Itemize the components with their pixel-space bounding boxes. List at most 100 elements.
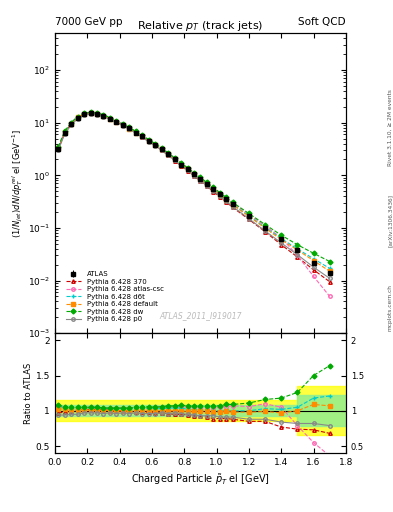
Pythia 6.428 d6t [101, 112, 106, 118]
Pythia 6.428 d6t [159, 145, 164, 152]
Pythia 6.428 p0 [114, 119, 119, 125]
Pythia 6.428 atlas-csc [179, 160, 184, 166]
Pythia 6.428 370 [279, 242, 284, 248]
Pythia 6.428 p0 [311, 264, 316, 270]
Pythia 6.428 dw [121, 121, 125, 127]
Pythia 6.428 d6t [146, 137, 151, 143]
Pythia 6.428 default [159, 146, 164, 153]
Pythia 6.428 370 [172, 158, 177, 164]
Pythia 6.428 p0 [224, 198, 229, 204]
Pythia 6.428 p0 [230, 203, 235, 209]
Pythia 6.428 default [140, 133, 145, 139]
Pythia 6.428 default [95, 111, 99, 117]
Pythia 6.428 p0 [211, 187, 216, 194]
Pythia 6.428 dw [95, 110, 99, 116]
Pythia 6.428 p0 [88, 111, 93, 117]
Pythia 6.428 atlas-csc [172, 155, 177, 161]
Pythia 6.428 d6t [185, 166, 190, 172]
Pythia 6.428 p0 [172, 157, 177, 163]
Pythia 6.428 default [146, 138, 151, 144]
Pythia 6.428 atlas-csc [114, 118, 119, 124]
Pythia 6.428 370 [82, 111, 86, 117]
Pythia 6.428 dw [134, 129, 138, 135]
Pythia 6.428 default [211, 186, 216, 193]
Pythia 6.428 dw [246, 210, 251, 217]
Pythia 6.428 dw [179, 160, 184, 166]
Pythia 6.428 p0 [217, 193, 222, 199]
Pythia 6.428 default [88, 110, 93, 116]
Pythia 6.428 atlas-csc [82, 110, 86, 116]
Pythia 6.428 atlas-csc [95, 110, 99, 116]
Pythia 6.428 dw [69, 120, 73, 126]
Pythia 6.428 dw [114, 118, 119, 124]
Pythia 6.428 370 [263, 228, 267, 234]
Pythia 6.428 default [82, 111, 86, 117]
Pythia 6.428 370 [114, 118, 119, 124]
Pythia 6.428 atlas-csc [69, 120, 73, 126]
Pythia 6.428 370 [295, 254, 300, 260]
Pythia 6.428 370 [153, 142, 158, 148]
Pythia 6.428 dw [217, 189, 222, 196]
Pythia 6.428 370 [140, 134, 145, 140]
Text: [arXiv:1306.3436]: [arXiv:1306.3436] [388, 194, 393, 247]
Pythia 6.428 370 [224, 199, 229, 205]
Pythia 6.428 p0 [134, 130, 138, 136]
Pythia 6.428 p0 [121, 123, 125, 129]
Pythia 6.428 dw [311, 250, 316, 257]
Pythia 6.428 dw [185, 165, 190, 171]
Pythia 6.428 dw [230, 199, 235, 205]
Pythia 6.428 d6t [217, 191, 222, 197]
Pythia 6.428 370 [75, 114, 80, 120]
Pythia 6.428 atlas-csc [327, 293, 332, 300]
Pythia 6.428 p0 [69, 122, 73, 128]
Pythia 6.428 p0 [159, 147, 164, 153]
Pythia 6.428 370 [134, 130, 138, 136]
Pythia 6.428 dw [108, 115, 112, 121]
Pythia 6.428 p0 [204, 183, 209, 189]
Pythia 6.428 370 [69, 121, 73, 127]
Pythia 6.428 p0 [56, 147, 61, 153]
Pythia 6.428 default [224, 197, 229, 203]
Pythia 6.428 default [108, 115, 112, 121]
Pythia 6.428 default [153, 142, 158, 148]
Pythia 6.428 dw [153, 140, 158, 146]
Pythia 6.428 dw [82, 110, 86, 116]
Pythia 6.428 370 [185, 168, 190, 174]
Pythia 6.428 p0 [75, 116, 80, 122]
Line: Pythia 6.428 atlas-csc: Pythia 6.428 atlas-csc [57, 111, 331, 298]
Pythia 6.428 370 [108, 115, 112, 121]
Pythia 6.428 atlas-csc [311, 273, 316, 280]
Pythia 6.428 atlas-csc [230, 200, 235, 206]
Pythia 6.428 dw [279, 232, 284, 238]
Pythia 6.428 dw [172, 155, 177, 161]
Pythia 6.428 dw [159, 145, 164, 151]
Pythia 6.428 p0 [246, 216, 251, 222]
Pythia 6.428 370 [217, 194, 222, 200]
Line: Pythia 6.428 default: Pythia 6.428 default [57, 112, 331, 273]
Pythia 6.428 p0 [192, 173, 196, 179]
Pythia 6.428 atlas-csc [295, 252, 300, 259]
Pythia 6.428 d6t [82, 110, 86, 116]
Pythia 6.428 default [246, 214, 251, 220]
Title: Relative $p_{T}$ (track jets): Relative $p_{T}$ (track jets) [137, 19, 264, 33]
Line: Pythia 6.428 p0: Pythia 6.428 p0 [57, 113, 331, 280]
Pythia 6.428 d6t [192, 170, 196, 177]
Pythia 6.428 d6t [295, 246, 300, 252]
Pythia 6.428 p0 [185, 167, 190, 174]
Pythia 6.428 p0 [153, 143, 158, 149]
Pythia 6.428 dw [211, 184, 216, 190]
Pythia 6.428 atlas-csc [159, 145, 164, 151]
Pythia 6.428 370 [146, 138, 151, 144]
Pythia 6.428 dw [56, 144, 61, 150]
Pythia 6.428 atlas-csc [101, 112, 106, 118]
Pythia 6.428 370 [101, 113, 106, 119]
Legend: ATLAS, Pythia 6.428 370, Pythia 6.428 atlas-csc, Pythia 6.428 d6t, Pythia 6.428 : ATLAS, Pythia 6.428 370, Pythia 6.428 at… [64, 269, 165, 324]
Pythia 6.428 p0 [62, 131, 67, 137]
Pythia 6.428 d6t [56, 144, 61, 151]
Text: ATLAS_2011_I919017: ATLAS_2011_I919017 [159, 311, 242, 319]
Pythia 6.428 atlas-csc [140, 133, 145, 139]
Pythia 6.428 atlas-csc [185, 165, 190, 171]
Text: 7000 GeV pp: 7000 GeV pp [55, 16, 123, 27]
Pythia 6.428 dw [101, 112, 106, 118]
Y-axis label: $(1/N_{jet})dN/dp^{rel}_{T}$ el [GeV$^{-1}$]: $(1/N_{jet})dN/dp^{rel}_{T}$ el [GeV$^{-… [11, 129, 25, 238]
